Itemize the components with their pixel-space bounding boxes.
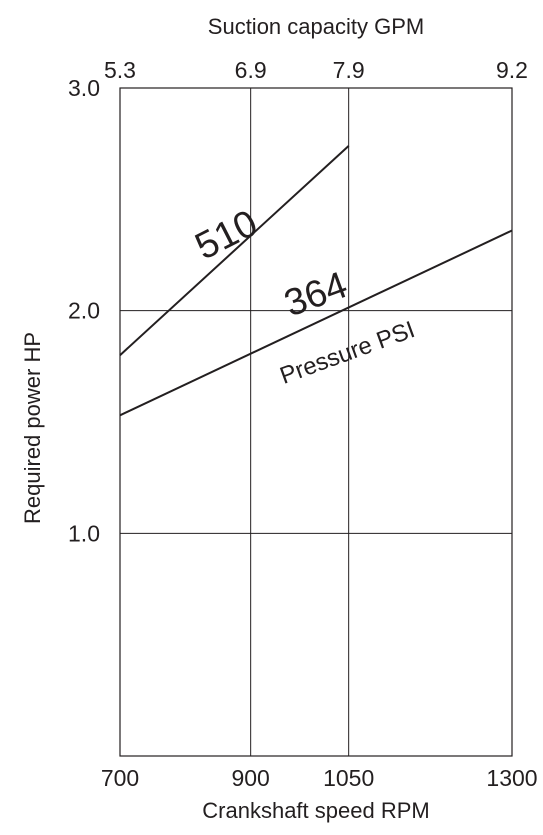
series-label-364: 364 xyxy=(279,264,353,325)
tick-layer: 700 5.3 900 6.9 1050 7.9 1300 9.2 1.0 2.0 3.0 xyxy=(68,57,538,791)
pressure-psi-annotation: Pressure PSI xyxy=(276,316,418,390)
y-tick-label: 3.0 xyxy=(68,75,100,101)
y-axis-title: Required power HP xyxy=(20,332,45,524)
series-layer xyxy=(119,145,513,417)
top-axis-title: Suction capacity GPM xyxy=(208,14,424,39)
x-tick-label: 1050 xyxy=(323,765,374,791)
y-tick-label: 2.0 xyxy=(68,298,100,324)
series-line-510 xyxy=(119,145,350,356)
plot-frame xyxy=(119,87,513,757)
grid-layer xyxy=(120,88,512,756)
y-tick-label: 1.0 xyxy=(68,520,100,546)
bottom-axis-title: Crankshaft speed RPM xyxy=(202,798,429,823)
x2-tick-label: 7.9 xyxy=(333,57,365,83)
series-line-364 xyxy=(119,229,513,417)
x-tick-label: 700 xyxy=(101,765,139,791)
x2-tick-label: 6.9 xyxy=(235,57,267,83)
x-tick-label: 900 xyxy=(231,765,269,791)
x2-tick-label: 5.3 xyxy=(104,57,136,83)
series-label-510: 510 xyxy=(189,202,265,268)
x2-tick-label: 9.2 xyxy=(496,57,528,83)
x-tick-label: 1300 xyxy=(486,765,537,791)
